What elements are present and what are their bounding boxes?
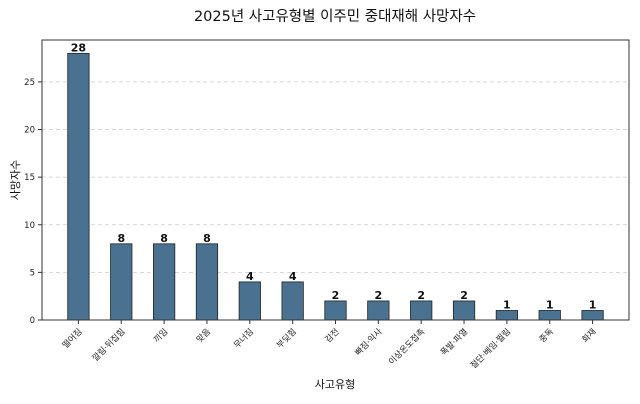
y-tick-label: 10: [24, 221, 35, 231]
y-axis-label: 사망자수: [9, 160, 22, 200]
x-tick-label: 무너짐: [232, 326, 256, 350]
data-label: 4: [289, 270, 297, 283]
y-axis-ticks: 0 5 10 15 20 25: [24, 78, 42, 326]
bar: [367, 300, 390, 321]
bar: [581, 310, 604, 321]
data-label: 28: [71, 41, 86, 54]
data-labels: 28 8 8 8 4 4 2 2 2 2 1 1 1: [71, 41, 597, 311]
x-tick-label: 이상온도접촉: [386, 326, 427, 367]
data-label: 4: [246, 270, 254, 283]
x-tick-label: 깔림·뒤집힘: [90, 326, 127, 363]
bar: [452, 300, 476, 321]
bar: [110, 243, 133, 321]
y-tick-label: 0: [30, 316, 35, 326]
bar: [324, 300, 347, 321]
x-axis-label: 사고유형: [315, 378, 355, 391]
y-tick-label: 15: [24, 173, 35, 183]
data-label: 1: [589, 298, 597, 311]
bar: [538, 310, 561, 321]
bar: [410, 300, 433, 321]
bar: [195, 243, 219, 321]
bar: [153, 243, 176, 321]
y-tick-label: 5: [30, 268, 35, 278]
y-tick-label: 25: [24, 78, 35, 88]
x-tick-label: 부딪힘: [274, 326, 298, 350]
x-tick-label: 폭발·파열: [438, 326, 470, 358]
data-label: 8: [117, 232, 125, 245]
x-tick-label: 화재: [581, 327, 599, 345]
x-tick-label: 중독: [538, 327, 556, 345]
bars: [67, 52, 604, 321]
data-label: 8: [160, 232, 168, 245]
chart-title: 2025년 사고유형별 이주민 중대재해 사망자수: [194, 8, 476, 25]
x-tick-label: 절단·베임·찔림: [468, 326, 513, 371]
x-tick-label: 떨어짐: [60, 326, 84, 350]
x-tick-label: 감전: [323, 326, 342, 345]
x-tick-label: 끼임: [151, 326, 170, 345]
x-tick-label: 맞음: [194, 326, 213, 345]
bar: [67, 52, 90, 321]
data-label: 2: [332, 289, 340, 302]
data-label: 2: [460, 289, 468, 302]
bar: [238, 281, 261, 321]
x-axis-ticks: 떨어짐 깔림·뒤집힘 끼임 맞음 무너짐 부딪힘 감전 빠짐·익사 이상온도접촉 폭발·파열절단·…: [60, 320, 599, 371]
data-label: 8: [203, 232, 211, 245]
data-label: 1: [503, 298, 511, 311]
bar: [281, 281, 304, 321]
y-tick-label: 20: [24, 126, 35, 136]
data-label: 2: [375, 289, 383, 302]
data-label: 2: [417, 289, 425, 302]
bar: [495, 310, 518, 321]
x-tick-label: 빠짐·익사: [353, 326, 385, 358]
data-label: 1: [546, 298, 554, 311]
